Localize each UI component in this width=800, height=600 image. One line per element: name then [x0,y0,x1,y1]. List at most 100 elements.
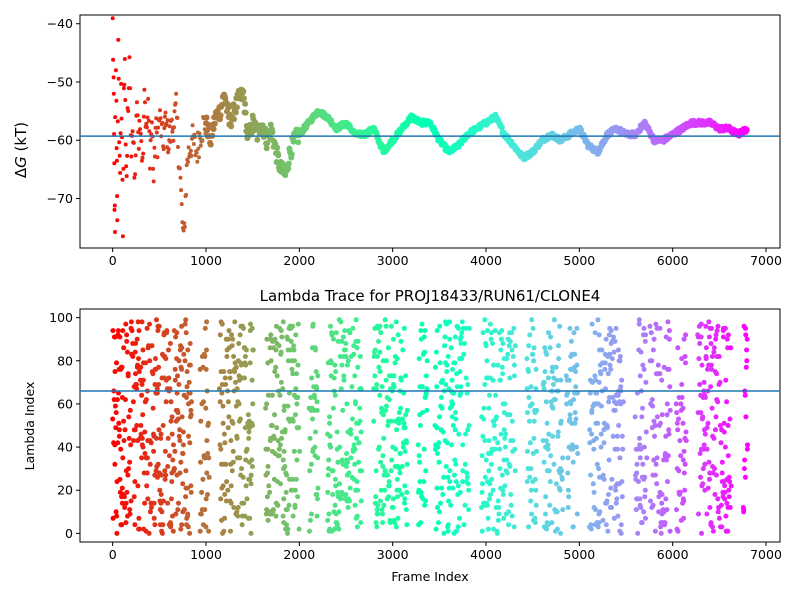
lambda-point [173,511,179,517]
lambda-point [654,455,660,461]
lambda-point [465,481,471,487]
delta-g-point [111,91,116,96]
delta-g-point [178,175,183,180]
lambda-point [250,401,256,407]
lambda-point [711,349,717,355]
lambda-point [372,373,378,379]
lambda-point [403,412,409,418]
lambda-point [677,489,683,495]
lambda-point [457,489,463,495]
lambda-point [315,455,321,461]
lambda-point [743,414,749,420]
lambda-point [653,321,659,327]
lambda-point [423,498,429,504]
lambda-point [667,528,673,534]
lambda-point [696,511,701,517]
lambda-point [530,351,536,357]
lambda-point [176,433,182,439]
lambda-point [606,399,612,405]
lambda-point [681,498,687,504]
lambda-point [503,431,509,437]
delta-g-point [197,155,201,160]
lambda-point [682,354,688,359]
delta-g-point [158,116,163,121]
lambda-point [612,338,618,344]
delta-g-point [151,166,156,171]
lambda-point [546,468,552,474]
lambda-point [113,509,119,515]
lambda-point [509,513,515,519]
lambda-point [401,390,407,396]
lambda-point [118,446,124,452]
lambda-point [377,323,383,329]
lambda-point [155,474,160,480]
lambda-point [437,509,442,515]
lambda-point [720,334,726,340]
lambda-point [170,457,176,463]
lambda-point [508,492,514,497]
delta-g-point [167,124,172,129]
lambda-point [228,500,234,506]
lambda-point [397,451,403,456]
lambda-point [235,505,241,510]
lambda-point [705,420,711,426]
delta-g-point [173,101,178,106]
lambda-point [332,392,338,398]
lambda-point [653,461,659,467]
lambda-point [727,416,733,422]
lambda-point [711,345,717,351]
lambda-point [345,505,351,510]
lambda-point [358,498,364,504]
y-tick-label: −70 [47,191,73,206]
lambda-point [377,369,383,375]
lambda-point [345,459,351,465]
lambda-point [620,399,626,405]
lambda-point [139,319,145,325]
lambda-point [697,341,703,346]
lambda-point [708,341,714,346]
ax2-ylabel: Lambda Index [22,382,37,471]
delta-g-point [119,81,124,86]
lambda-point [354,345,360,351]
lambda-point [178,459,184,465]
lambda-point [466,487,472,493]
lambda-point [184,369,190,375]
lambda-point [721,429,727,435]
lambda-point [601,476,607,482]
x-tick-label: 5000 [563,547,595,562]
lambda-point [155,461,161,467]
lambda-point [231,505,237,510]
x-tick-label: 3000 [377,253,409,268]
lambda-point [745,442,750,448]
lambda-point [528,466,534,472]
lambda-point [180,442,186,448]
lambda-point [228,483,234,489]
lambda-point [278,379,284,385]
delta-g-point [119,116,124,121]
lambda-point [394,427,400,433]
ax2-frame [79,308,781,543]
lambda-point [708,384,714,390]
lambda-point [447,319,453,325]
lambda-point [613,500,619,506]
delta-g-point [138,127,142,132]
lambda-point [292,358,298,364]
lambda-point [726,474,732,480]
lambda-point [524,479,530,485]
delta-g-point [155,155,160,160]
lambda-point [184,395,189,400]
lambda-point [392,360,398,366]
lambda-point [446,498,452,504]
lambda-point [151,500,157,506]
lambda-point [446,485,452,491]
lambda-point [140,347,146,353]
lambda-point [531,418,537,424]
lambda-point [423,468,429,474]
lambda-point [534,407,540,413]
lambda-point [574,362,580,368]
lambda-point [188,483,194,489]
lambda-point [160,522,166,528]
lambda-point [450,485,456,491]
lambda-point [725,423,731,428]
lambda-point [531,358,537,364]
